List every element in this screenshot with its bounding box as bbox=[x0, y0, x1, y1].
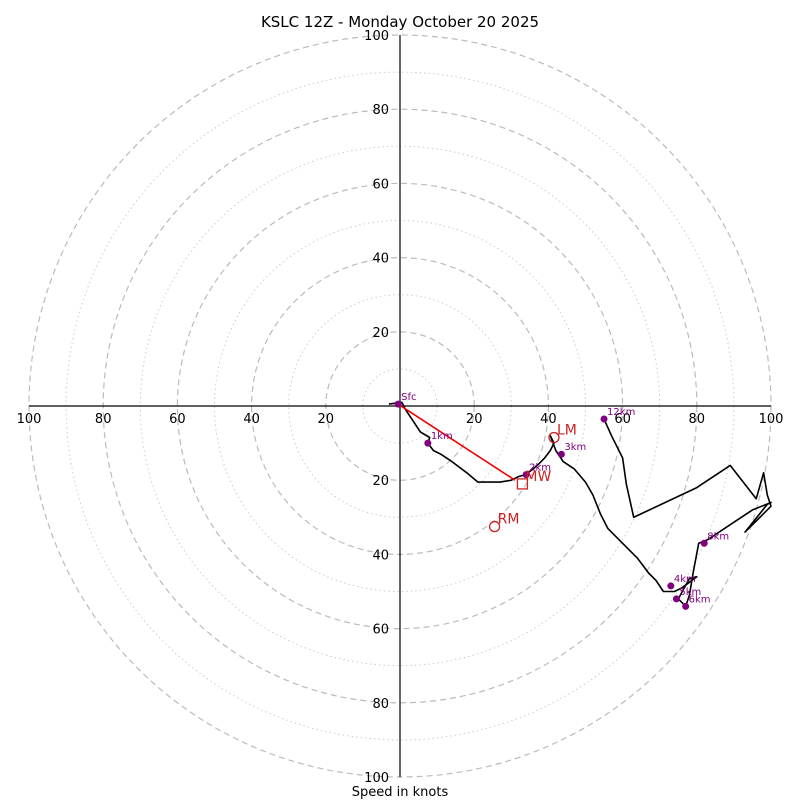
x-tick-label: 60 bbox=[169, 412, 186, 427]
height-label-5km: 5km bbox=[679, 587, 701, 598]
y-tick-label: 60 bbox=[372, 623, 389, 638]
x-tick-label: 100 bbox=[17, 412, 42, 427]
y-tick-label: 40 bbox=[372, 252, 389, 267]
y-tick-label: 40 bbox=[372, 548, 389, 563]
height-label-Sfc: Sfc bbox=[401, 392, 416, 403]
chart-title: KSLC 12Z - Monday October 20 2025 bbox=[261, 13, 539, 31]
x-tick-label: 20 bbox=[466, 412, 483, 427]
height-marker-6km bbox=[682, 602, 690, 610]
height-marker-2km bbox=[522, 471, 530, 479]
x-tick-label: 80 bbox=[689, 412, 706, 427]
storm-motion-markers: LM MW RM bbox=[488, 423, 577, 533]
storm-motion-marker-RM bbox=[488, 520, 501, 533]
bulk-shear-vector bbox=[397, 403, 516, 481]
height-marker-5km bbox=[672, 595, 680, 603]
height-marker-1km bbox=[424, 439, 432, 447]
height-marker-3km bbox=[557, 450, 565, 458]
height-label-4km: 4km bbox=[674, 574, 696, 585]
height-marker-8km bbox=[700, 539, 708, 547]
height-label-3km: 3km bbox=[564, 442, 586, 453]
y-tick-label: 80 bbox=[372, 697, 389, 712]
storm-motion-marker-LM bbox=[548, 431, 560, 444]
y-tick-label: 60 bbox=[372, 177, 389, 192]
y-tick-label: 20 bbox=[372, 474, 389, 489]
x-tick-label: 40 bbox=[243, 412, 260, 427]
x-axis-label: Speed in knots bbox=[352, 785, 449, 800]
height-marker-4km bbox=[667, 582, 675, 590]
x-tick-label: 100 bbox=[759, 412, 784, 427]
y-tick-label: 100 bbox=[364, 771, 389, 786]
tick-labels: 100 80 60 40 20 20 40 60 80 100 100 80 60 40 20 20 40 60 8… bbox=[17, 29, 784, 786]
storm-motion-label-LM: LM bbox=[557, 423, 577, 439]
shear-vector-group bbox=[397, 403, 516, 481]
x-tick-label: 80 bbox=[95, 412, 112, 427]
height-marker-12km bbox=[600, 415, 608, 423]
height-label-8km: 8km bbox=[707, 531, 729, 542]
y-tick-label: 80 bbox=[372, 103, 389, 118]
height-label-1km: 1km bbox=[431, 431, 453, 442]
storm-motion-label-RM: RM bbox=[498, 512, 520, 528]
x-tick-label: 40 bbox=[540, 412, 557, 427]
height-label-12km: 12km bbox=[607, 407, 635, 418]
hodograph-trace bbox=[388, 401, 772, 608]
storm-motion-marker-MW bbox=[516, 478, 529, 490]
height-marker-Sfc bbox=[394, 400, 402, 408]
x-tick-label: 20 bbox=[318, 412, 335, 427]
height-label-6km: 6km bbox=[689, 594, 711, 605]
height-label-2km: 2km bbox=[529, 463, 551, 474]
storm-motion-label-MW: MW bbox=[525, 469, 551, 485]
x-tick-label: 60 bbox=[614, 412, 631, 427]
hodograph-trace-group bbox=[388, 401, 772, 608]
y-tick-label: 20 bbox=[372, 326, 389, 341]
y-tick-label: 100 bbox=[364, 29, 389, 44]
